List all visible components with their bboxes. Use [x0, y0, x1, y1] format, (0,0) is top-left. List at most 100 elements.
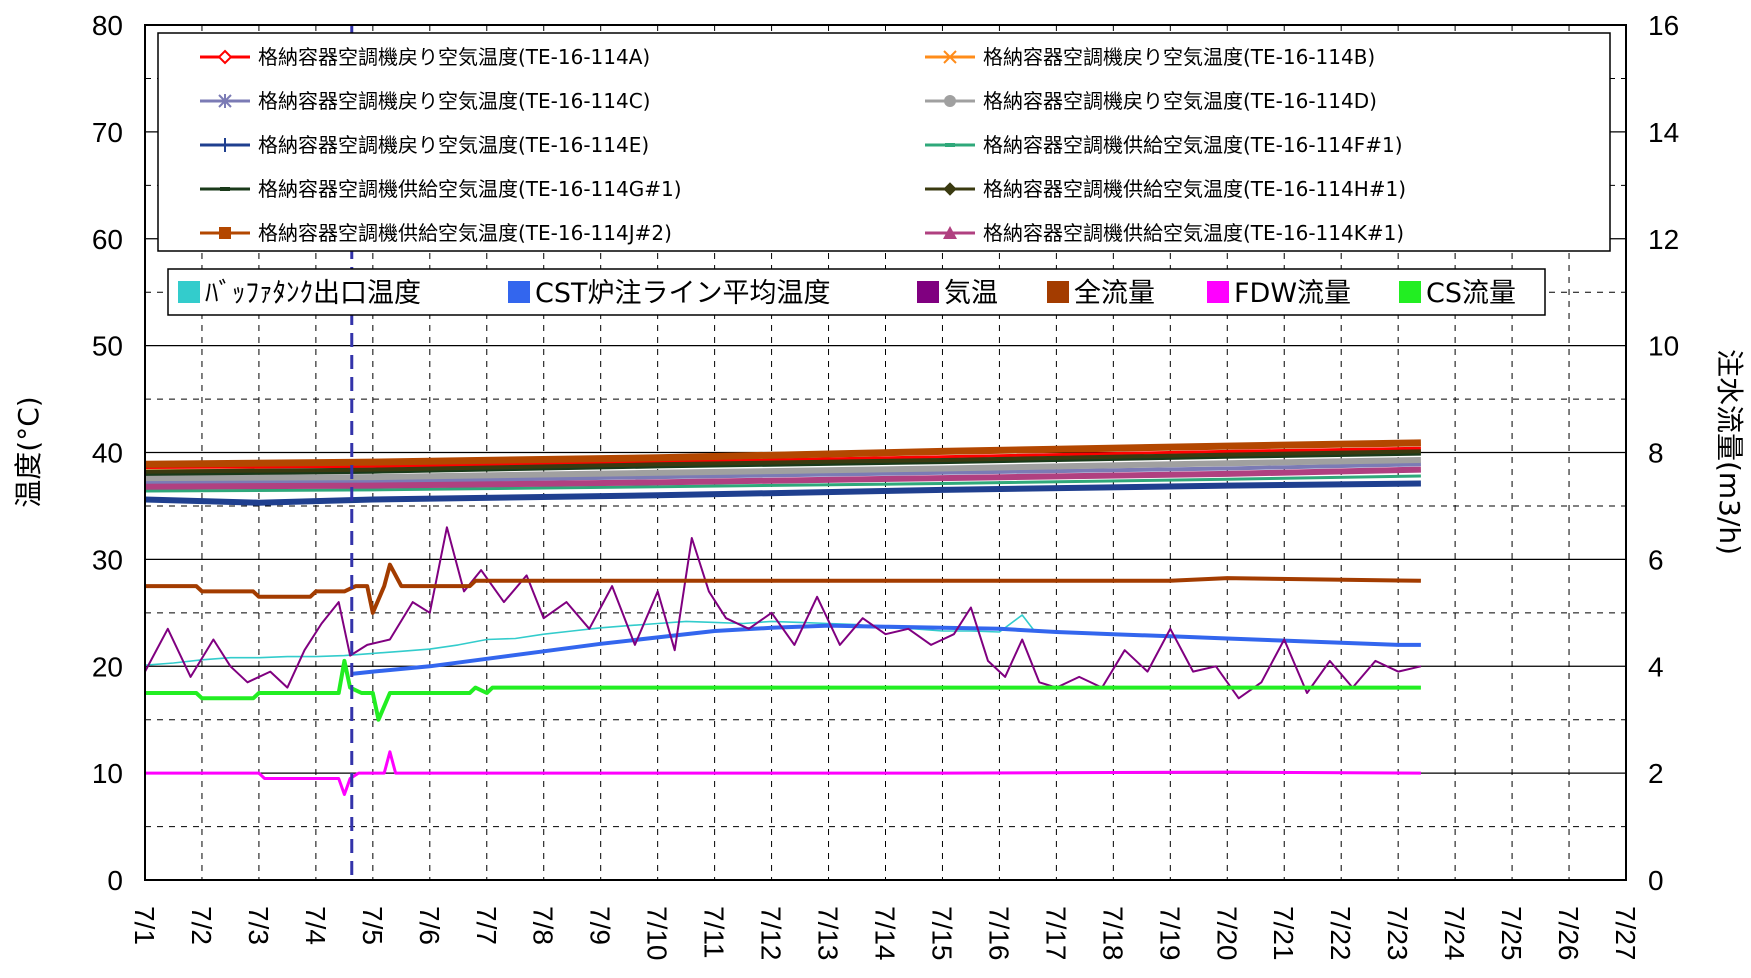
series-line [352, 623, 1421, 676]
legend-top-label: 格納容器空調機供給空気温度(TE-16-114K#1) [983, 221, 1404, 245]
legend-swatch [508, 281, 530, 303]
legend-marker [944, 95, 956, 107]
series-line [145, 658, 1421, 722]
legend-bottom-label: CST炉注ライン平均温度 [535, 278, 830, 309]
x-tick-label: 7/1 [129, 906, 160, 945]
legend-top-label: 格納容器空調機供給空気温度(TE-16-114F#1) [983, 133, 1403, 157]
legend-top-box [157, 32, 1611, 252]
x-tick-label: 7/22 [1325, 906, 1356, 961]
right-axis-label: 注水流量(m3/h) [1713, 349, 1746, 555]
x-tick-label: 7/12 [756, 906, 787, 961]
x-axis: 7/1 7/2 7/3 7/4 7/5 7/6 7/7 7/8 7/9 7/10 7/11 7/12 7… [129, 906, 1641, 961]
legend-marker [218, 94, 232, 108]
x-tick-label: 7/13 [813, 906, 844, 961]
series-line [145, 562, 1421, 615]
x-tick-label: 7/10 [642, 906, 673, 961]
legend-top-label: 格納容器空調機供給空気温度(TE-16-114G#1) [258, 177, 682, 201]
legend-top-label: 格納容器空調機供給空気温度(TE-16-114H#1) [983, 177, 1406, 201]
left-tick-label: 70 [92, 117, 123, 148]
x-tick-label: 7/24 [1439, 906, 1470, 961]
legend-bottom-label: 気温 [944, 278, 998, 309]
legend-marker [943, 50, 957, 64]
series-line [144, 439, 1421, 468]
legend-top-label: 格納容器空調機戻り空気温度(TE-16-114E) [258, 133, 649, 157]
x-tick-label: 7/26 [1553, 906, 1584, 961]
legend-swatch [1047, 281, 1069, 303]
left-tick-label: 0 [107, 865, 123, 896]
series-line [144, 474, 1421, 493]
right-tick-label: 2 [1648, 758, 1664, 789]
legend-bottom-box [167, 268, 1546, 316]
right-tick-label: 6 [1648, 544, 1664, 575]
legend-swatch [917, 281, 939, 303]
legend-top-label: 格納容器空調機戻り空気温度(TE-16-114D) [983, 89, 1377, 113]
series-line [144, 446, 1421, 469]
series-line [145, 750, 1421, 796]
series-line [144, 462, 1421, 485]
left-tick-label: 50 [92, 331, 123, 362]
legend-swatch [1399, 281, 1421, 303]
legend-marker [217, 49, 233, 65]
x-tick-label: 7/6 [414, 906, 445, 945]
left-tick-label: 40 [92, 438, 123, 469]
legend-marker [943, 182, 957, 196]
x-tick-label: 7/18 [1097, 906, 1128, 961]
left-tick-label: 80 [92, 10, 123, 41]
right-tick-label: 16 [1648, 10, 1679, 41]
legend-top: 格納容器空調機戻り空気温度(TE-16-114A) 格納容器空調機戻り空気温度(T… [157, 32, 1611, 252]
legend-top-label: 格納容器空調機戻り空気温度(TE-16-114A) [258, 45, 650, 69]
left-tick-label: 30 [92, 544, 123, 575]
legend-bottom-label: FDW流量 [1234, 278, 1351, 309]
legend-bottom-label: 全流量 [1074, 278, 1155, 309]
x-tick-label: 7/23 [1382, 906, 1413, 961]
x-tick-label: 7/2 [186, 906, 217, 945]
right-tick-label: 14 [1648, 117, 1679, 148]
plot-frame [144, 24, 1627, 881]
x-tick-label: 7/11 [699, 906, 730, 958]
legend-top-label: 格納容器空調機供給空気温度(TE-16-114J#2) [258, 221, 672, 245]
legend-swatch [1207, 281, 1229, 303]
legend-marker [219, 227, 231, 239]
x-tick-label: 7/4 [300, 906, 331, 945]
x-tick-label: 7/3 [243, 906, 274, 945]
legend-top-label: 格納容器空調機戻り空気温度(TE-16-114C) [258, 89, 650, 113]
x-tick-label: 7/9 [585, 906, 616, 945]
x-tick-label: 7/14 [870, 906, 901, 961]
legend-swatch [178, 281, 200, 303]
left-tick-label: 20 [92, 651, 123, 682]
x-tick-label: 7/15 [926, 906, 957, 961]
legend-top-label: 格納容器空調機戻り空気温度(TE-16-114B) [983, 45, 1375, 69]
right-tick-label: 0 [1648, 865, 1664, 896]
legend-bottom-label: ﾊﾞｯﾌｧﾀﾝｸ出口温度 [205, 278, 421, 309]
series-line [144, 480, 1421, 506]
x-tick-label: 7/21 [1268, 906, 1299, 961]
series-layer [144, 25, 1422, 880]
x-tick-label: 7/19 [1154, 906, 1185, 961]
x-tick-label: 7/20 [1211, 906, 1242, 961]
left-axis: 0 10 20 30 40 50 60 70 80 [92, 10, 123, 896]
right-axis: 0 2 4 6 8 10 12 14 16 [1648, 10, 1679, 896]
x-tick-label: 7/27 [1610, 906, 1641, 961]
x-tick-label: 7/7 [471, 906, 502, 945]
right-tick-label: 4 [1648, 651, 1664, 682]
right-tick-label: 12 [1648, 224, 1679, 255]
right-tick-label: 8 [1648, 438, 1664, 469]
legend-bottom-label: CS流量 [1426, 278, 1516, 309]
x-tick-label: 7/17 [1040, 906, 1071, 961]
legend-bottom: ﾊﾞｯﾌｧﾀﾝｸ出口温度 CST炉注ライン平均温度 気温 全流量 FDW流量 CS流量 [167, 268, 1546, 316]
left-axis-label: 温度(°C) [12, 396, 45, 507]
legend-marker [943, 226, 957, 239]
right-tick-label: 10 [1648, 331, 1679, 362]
left-tick-label: 60 [92, 224, 123, 255]
series-line [144, 451, 1421, 476]
series-line [144, 449, 1421, 474]
x-tick-label: 7/5 [357, 906, 388, 945]
x-tick-label: 7/8 [528, 906, 559, 945]
series-line [144, 526, 1422, 700]
left-tick-label: 10 [92, 758, 123, 789]
series-line [144, 466, 1421, 490]
series-line [144, 457, 1421, 482]
legend-marker [220, 187, 230, 191]
x-tick-label: 7/25 [1496, 906, 1527, 961]
